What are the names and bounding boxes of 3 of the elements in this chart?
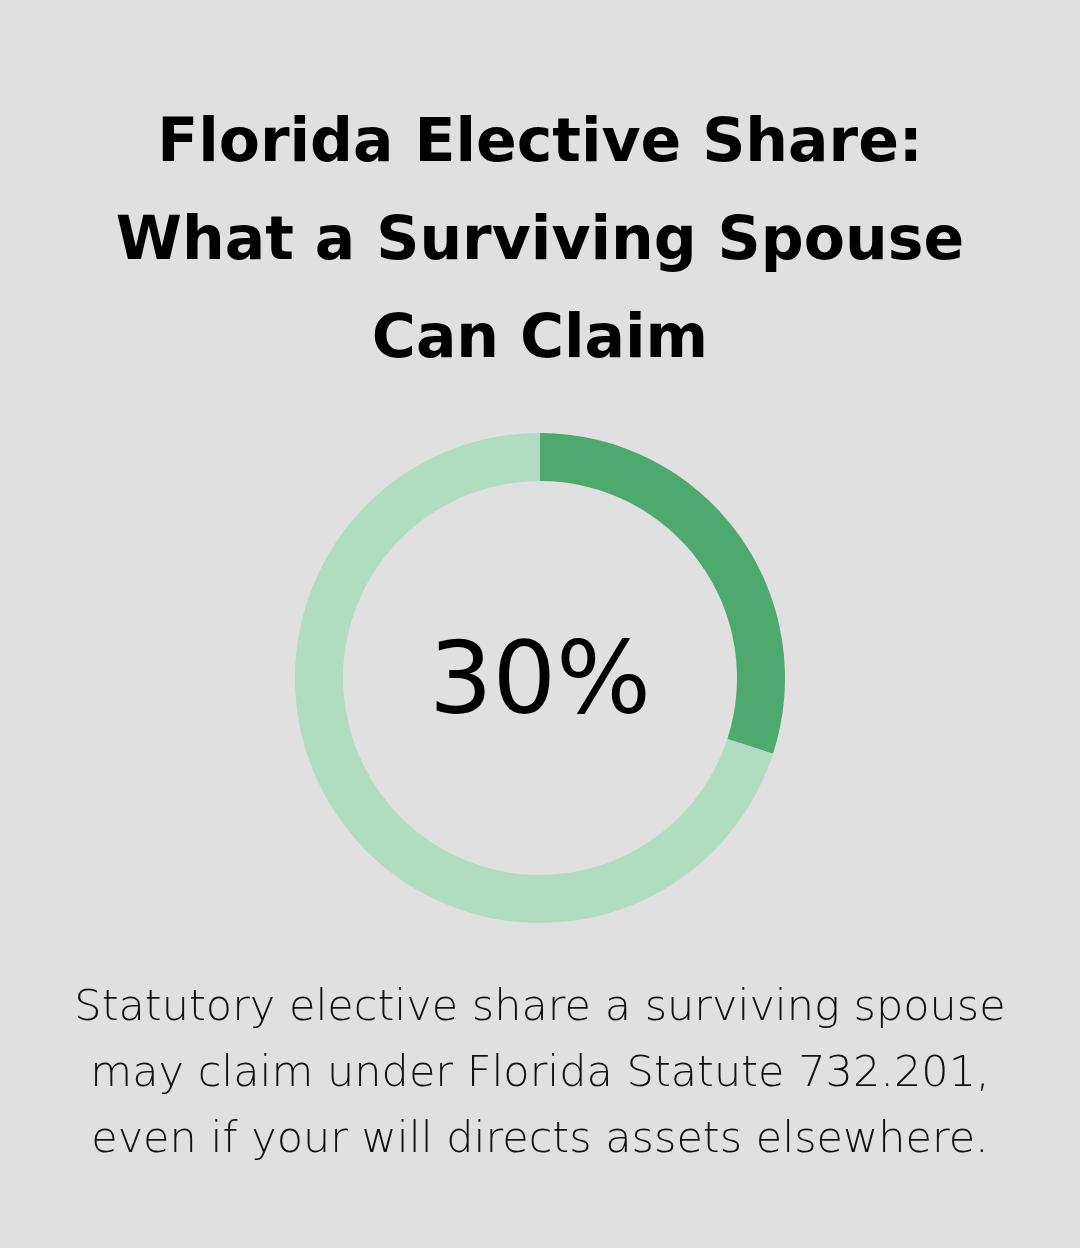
chart-title: Florida Elective Share: What a Surviving Spouse Can Claim xyxy=(114,104,966,373)
data-label: 30% xyxy=(428,619,652,737)
text: Statutory elective share a surviving spouse may claim under Florida Statute 732.201, even if your will directs assets elsewhere. xyxy=(73,979,1007,1164)
